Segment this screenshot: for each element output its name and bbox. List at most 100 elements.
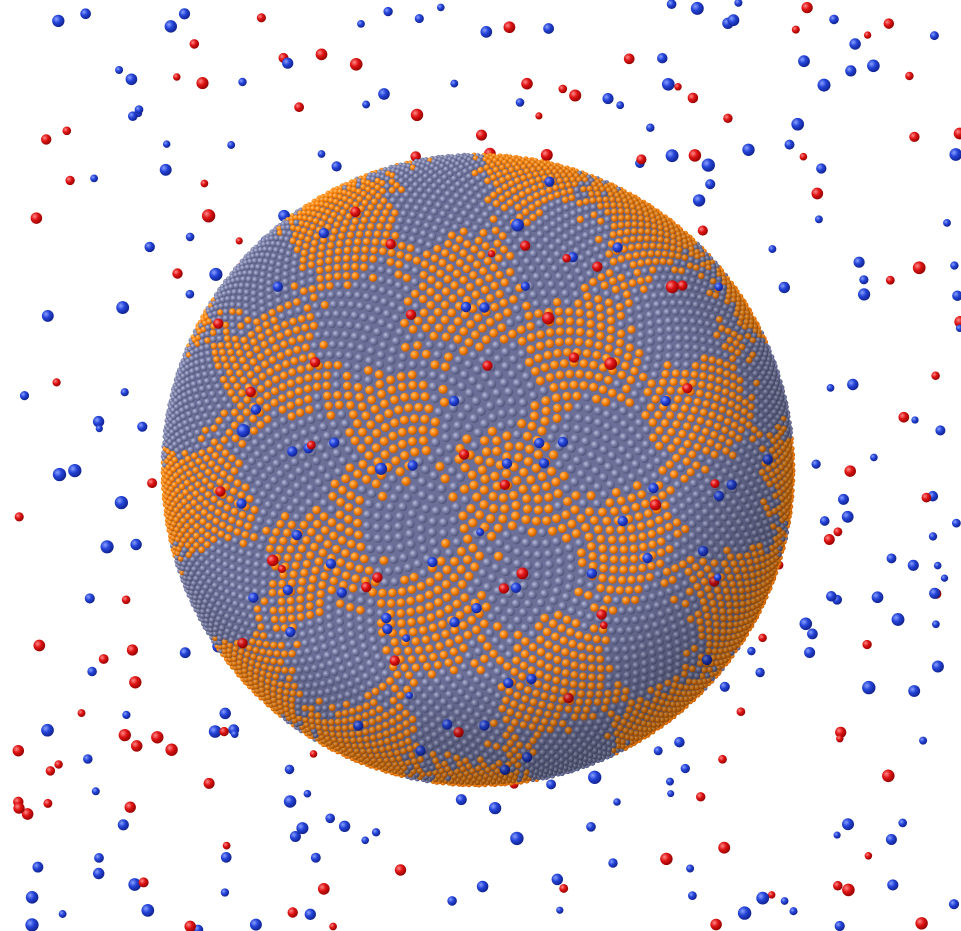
red-particle xyxy=(541,311,555,325)
blue-particle xyxy=(114,495,129,510)
blue-particle xyxy=(52,467,67,482)
blue-particle xyxy=(543,23,554,34)
blue-particle xyxy=(602,93,614,105)
blue-particle xyxy=(125,73,138,86)
red-particle xyxy=(912,261,926,275)
red-particle xyxy=(121,595,131,605)
blue-particle xyxy=(164,20,178,33)
red-particle xyxy=(21,808,34,820)
red-particle xyxy=(842,883,855,897)
blue-particle xyxy=(520,281,530,291)
blue-particle xyxy=(826,591,837,602)
blue-particle xyxy=(714,282,724,292)
blue-particle xyxy=(556,906,564,914)
red-particle xyxy=(883,18,895,29)
blue-particle xyxy=(907,559,919,571)
blue-particle xyxy=(450,79,459,88)
blue-particle xyxy=(52,14,65,28)
blue-particle xyxy=(220,888,230,897)
blue-particle xyxy=(885,833,897,846)
blue-particle xyxy=(128,111,138,121)
red-particle xyxy=(475,129,488,141)
red-particle xyxy=(905,71,914,81)
red-particle xyxy=(317,883,330,895)
blue-particle xyxy=(686,864,695,873)
red-particle xyxy=(811,187,824,200)
blue-particle xyxy=(289,830,301,843)
blue-particle xyxy=(141,904,155,917)
blue-particle xyxy=(480,26,493,38)
blue-particle xyxy=(414,14,424,24)
red-particle xyxy=(799,152,808,161)
red-particle xyxy=(636,154,647,165)
red-particle xyxy=(201,209,216,223)
red-particle xyxy=(14,512,24,522)
blue-particle xyxy=(19,391,30,401)
red-particle xyxy=(882,769,895,783)
red-particle xyxy=(65,175,75,186)
red-particle xyxy=(833,527,843,537)
blue-particle xyxy=(117,819,129,831)
blue-particle xyxy=(515,98,525,107)
red-particle xyxy=(266,554,279,567)
blue-particle xyxy=(817,78,831,92)
red-particle xyxy=(718,754,727,764)
blue-particle xyxy=(674,736,685,748)
red-particle xyxy=(130,740,143,752)
blue-particle xyxy=(616,101,625,110)
red-particle xyxy=(12,744,25,757)
blue-particle xyxy=(952,290,961,301)
red-particle xyxy=(138,877,149,888)
blue-particle xyxy=(646,123,655,132)
red-particle xyxy=(129,676,142,689)
red-particle xyxy=(863,31,872,39)
red-particle xyxy=(189,39,200,49)
blue-particle xyxy=(83,754,93,764)
red-particle xyxy=(516,567,529,580)
blue-particle xyxy=(871,591,884,604)
red-particle xyxy=(172,268,183,279)
red-particle xyxy=(41,134,52,145)
blue-particle xyxy=(778,281,790,294)
blue-particle xyxy=(588,770,602,784)
blue-particle xyxy=(705,179,716,190)
blue-particle xyxy=(862,680,876,695)
blue-particle xyxy=(178,8,191,20)
blue-particle xyxy=(208,725,222,738)
blue-particle xyxy=(948,899,960,910)
red-particle xyxy=(558,84,568,94)
blue-particle xyxy=(357,20,365,28)
blue-particle xyxy=(932,620,940,629)
blue-particle xyxy=(586,821,596,832)
red-particle xyxy=(222,841,231,850)
blue-particle xyxy=(789,907,798,916)
red-particle xyxy=(569,89,582,102)
blue-particle xyxy=(756,891,770,905)
red-particle xyxy=(151,731,164,744)
blue-particle xyxy=(230,730,239,738)
blue-particle xyxy=(755,667,765,678)
red-particle xyxy=(294,102,305,113)
red-particle xyxy=(674,83,682,91)
blue-particle xyxy=(227,141,236,149)
blue-particle xyxy=(220,851,232,863)
blue-particle xyxy=(780,897,789,905)
red-particle xyxy=(864,852,873,860)
red-particle xyxy=(54,760,63,769)
red-particle xyxy=(833,880,843,891)
blue-particle xyxy=(371,828,381,837)
red-particle xyxy=(559,883,569,893)
blue-particle xyxy=(666,0,677,9)
red-particle xyxy=(682,383,693,394)
blue-particle xyxy=(338,820,351,832)
red-particle xyxy=(329,922,337,931)
red-particle xyxy=(173,73,181,81)
blue-particle xyxy=(667,790,675,798)
blue-particle xyxy=(87,666,97,677)
blue-particle xyxy=(734,0,743,7)
red-particle xyxy=(124,801,136,813)
blue-particle xyxy=(867,59,880,73)
red-particle xyxy=(196,77,209,90)
blue-particle xyxy=(122,710,131,720)
